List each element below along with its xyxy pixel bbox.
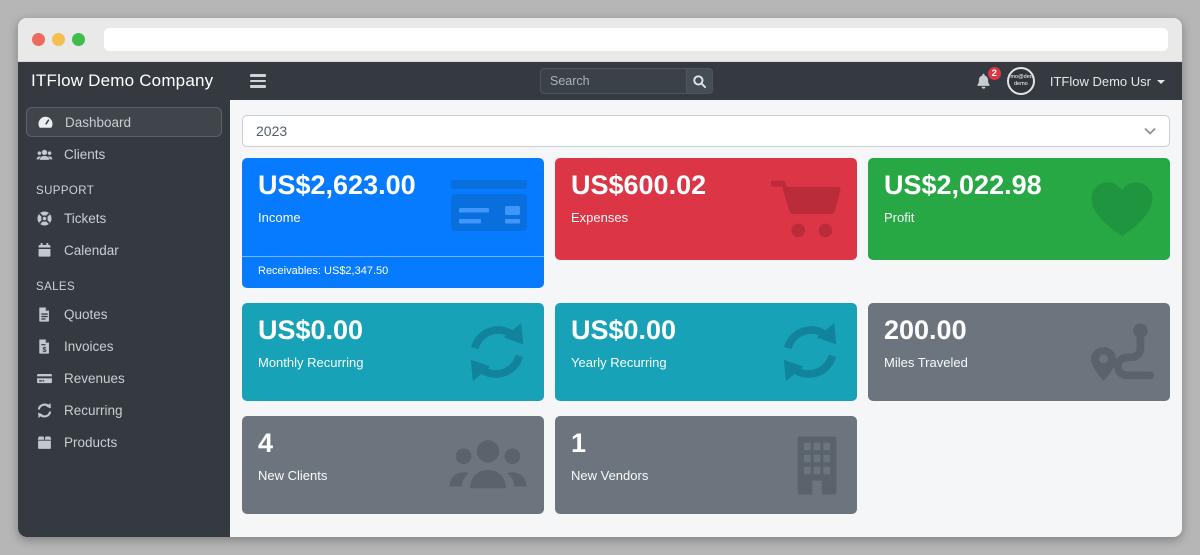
monthly-recurring-card: US$0.00 Monthly Recurring [242, 303, 544, 401]
building-icon [797, 436, 837, 495]
user-menu[interactable]: ITFlow Demo Usr [1050, 74, 1165, 89]
notification-count-badge: 2 [987, 67, 1001, 81]
sidebar-section-support: SUPPORT [36, 185, 95, 197]
search-icon [693, 74, 707, 88]
sidebar-item-label: Revenues [64, 370, 125, 386]
sidebar-toggle-icon[interactable] [250, 74, 266, 88]
income-receivables: Receivables: US$2,347.50 [242, 256, 544, 288]
sidebar-item-clients[interactable]: Clients [26, 139, 222, 169]
sidebar-item-label: Invoices [64, 338, 114, 354]
sidebar-item-label: Recurring [64, 402, 123, 418]
browser-titlebar [18, 18, 1182, 62]
miles-traveled-label: Miles Traveled [884, 354, 968, 370]
company-brand[interactable]: ITFlow Demo Company [31, 71, 214, 90]
browser-window: ITFlow Demo Company Dashboard Clients SU… [18, 18, 1182, 537]
users-icon [449, 440, 527, 489]
income-card: US$2,623.00 Income Receivables: US$2,347… [242, 158, 544, 288]
user-name: ITFlow Demo Usr [1049, 73, 1151, 89]
sidebar: ITFlow Demo Company Dashboard Clients SU… [18, 62, 230, 537]
sidebar-item-tickets[interactable]: Tickets [26, 203, 222, 233]
box-icon [37, 436, 52, 449]
sidebar-item-label: Products [64, 434, 118, 450]
new-clients-label: New Clients [258, 467, 328, 483]
sidebar-item-recurring[interactable]: Recurring [26, 395, 222, 425]
close-window-icon[interactable] [32, 33, 45, 46]
credit-card-icon [451, 180, 527, 231]
profit-label: Profit [884, 209, 915, 225]
avatar-text: demo [1013, 81, 1028, 87]
url-bar[interactable] [104, 28, 1168, 51]
sidebar-item-calendar[interactable]: Calendar [26, 235, 222, 265]
sidebar-item-products[interactable]: Products [26, 427, 222, 457]
top-navbar: 2 demo@demo demo ITFlow Demo Usr [230, 62, 1182, 100]
avatar-text: demo@demo [1007, 73, 1035, 80]
new-vendors-card: 1 New Vendors [555, 416, 857, 514]
life-ring-icon [37, 210, 52, 226]
income-label: Income [258, 209, 301, 225]
sidebar-item-label: Tickets [64, 210, 107, 226]
notifications-button[interactable]: 2 [975, 67, 1001, 90]
avatar[interactable]: demo@demo demo [1006, 67, 1035, 95]
minimize-window-icon[interactable] [52, 33, 65, 46]
navbar-search [540, 68, 713, 94]
sidebar-item-label: Dashboard [65, 114, 132, 130]
new-clients-value: 4 [258, 428, 274, 458]
users-icon [36, 149, 53, 160]
yearly-recurring-card: US$0.00 Yearly Recurring [555, 303, 857, 401]
profit-value: US$2,022.98 [884, 170, 1042, 200]
sidebar-item-invoices[interactable]: $ Invoices [26, 331, 222, 361]
year-select[interactable]: 2023 [242, 115, 1170, 147]
new-vendors-label: New Vendors [571, 467, 649, 483]
sidebar-item-revenues[interactable]: Revenues [26, 363, 222, 393]
heart-icon [1091, 182, 1153, 237]
shopping-cart-icon [771, 180, 841, 238]
file-invoice-dollar-icon: $ [39, 338, 49, 353]
maximize-window-icon[interactable] [72, 33, 85, 46]
sidebar-item-dashboard[interactable]: Dashboard [26, 107, 222, 137]
miles-traveled-value: 200.00 [884, 315, 967, 345]
caret-down-icon [1157, 80, 1165, 84]
expenses-card: US$600.02 Expenses [555, 158, 857, 260]
gauge-icon [38, 116, 53, 128]
calendar-icon [38, 242, 51, 257]
search-input[interactable] [540, 68, 686, 94]
bell-icon [977, 73, 990, 89]
income-value: US$2,623.00 [258, 170, 416, 200]
sync-icon [470, 322, 524, 382]
sync-icon [37, 402, 52, 418]
yearly-recurring-value: US$0.00 [571, 315, 677, 345]
sidebar-section-sales: SALES [36, 281, 76, 293]
search-button[interactable] [686, 68, 713, 94]
monthly-recurring-label: Monthly Recurring [258, 354, 364, 370]
sidebar-item-label: Clients [64, 146, 106, 162]
sidebar-item-label: Quotes [64, 306, 108, 322]
sync-icon [783, 322, 837, 382]
chevron-down-icon [1144, 127, 1156, 135]
sidebar-item-label: Calendar [64, 242, 119, 258]
file-lines-icon [39, 306, 49, 322]
profit-card: US$2,022.98 Profit [868, 158, 1170, 260]
svg-text:$: $ [42, 344, 47, 353]
route-icon [1090, 323, 1154, 382]
sidebar-item-quotes[interactable]: Quotes [26, 299, 222, 329]
year-select-value: 2023 [256, 123, 288, 139]
dashboard-content: 2023 US$2,623.00 Income Receivables: US$… [230, 100, 1182, 537]
monthly-recurring-value: US$0.00 [258, 315, 364, 345]
new-clients-card: 4 New Clients [242, 416, 544, 514]
miles-traveled-card: 200.00 Miles Traveled [868, 303, 1170, 401]
new-vendors-value: 1 [571, 428, 587, 458]
yearly-recurring-label: Yearly Recurring [571, 354, 667, 370]
money-check-icon [37, 373, 52, 383]
expenses-value: US$600.02 [571, 170, 707, 200]
expenses-label: Expenses [571, 209, 629, 225]
